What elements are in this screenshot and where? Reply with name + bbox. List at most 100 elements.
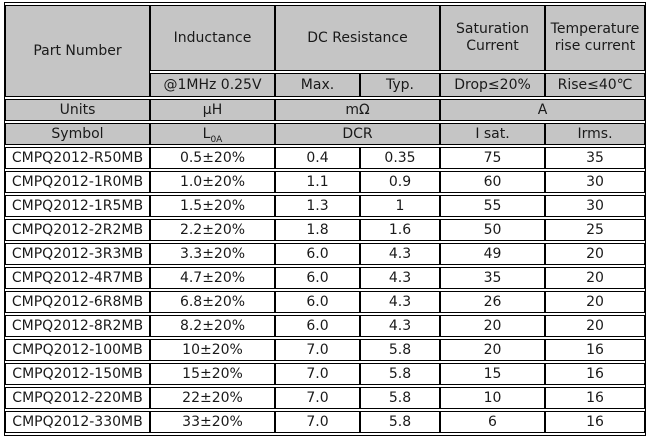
cell-rms-current: 20	[545, 315, 646, 337]
cell-part-number: CMPQ2012-150MB	[5, 363, 150, 385]
cell-dcr-max: 7.0	[275, 339, 360, 361]
cell-inductance: 1.0±20%	[150, 171, 275, 193]
units-inductance: μH	[150, 99, 275, 121]
table-row: CMPQ2012-220MB 22±20% 7.0 5.8 10 16	[5, 387, 646, 409]
cell-saturation-current: 15	[440, 363, 546, 385]
cell-rms-current: 25	[545, 219, 646, 241]
symbol-inductance-base: L	[202, 125, 211, 142]
cell-dcr-max: 6.0	[275, 243, 360, 265]
spec-table: Part Number Inductance DC Resistance Sat…	[4, 2, 647, 436]
cell-part-number: CMPQ2012-R50MB	[5, 147, 150, 169]
symbol-irms: Irms.	[545, 123, 646, 145]
table-row: CMPQ2012-2R2MB 2.2±20% 1.8 1.6 50 25	[5, 219, 646, 241]
cell-dcr-typ: 0.35	[360, 147, 441, 169]
table-row: CMPQ2012-4R7MB 4.7±20% 6.0 4.3 35 20	[5, 267, 646, 289]
cell-inductance: 8.2±20%	[150, 315, 275, 337]
cell-rms-current: 16	[545, 339, 646, 361]
cell-saturation-current: 10	[440, 387, 546, 409]
header-inductance: Inductance	[150, 5, 275, 71]
cell-saturation-current: 6	[440, 411, 546, 433]
cell-part-number: CMPQ2012-1R5MB	[5, 195, 150, 217]
cell-inductance: 4.7±20%	[150, 267, 275, 289]
cell-inductance: 22±20%	[150, 387, 275, 409]
cell-part-number: CMPQ2012-2R2MB	[5, 219, 150, 241]
cell-dcr-max: 1.1	[275, 171, 360, 193]
symbol-row: Symbol L0A DCR I sat. Irms.	[5, 123, 646, 145]
cell-rms-current: 35	[545, 147, 646, 169]
cell-saturation-current: 75	[440, 147, 546, 169]
cell-dcr-typ: 5.8	[360, 387, 441, 409]
header-temp-rise-condition: Rise≤40℃	[545, 73, 646, 97]
header-dc-typ: Typ.	[360, 73, 441, 97]
cell-dcr-max: 0.4	[275, 147, 360, 169]
cell-dcr-typ: 4.3	[360, 267, 441, 289]
cell-part-number: CMPQ2012-100MB	[5, 339, 150, 361]
cell-dcr-max: 7.0	[275, 411, 360, 433]
header-part-number: Part Number	[5, 5, 150, 97]
cell-rms-current: 20	[545, 267, 646, 289]
header-temp-rise-current: Temperature rise current	[545, 5, 646, 71]
cell-inductance: 2.2±20%	[150, 219, 275, 241]
units-current: A	[440, 99, 646, 121]
cell-dcr-max: 6.0	[275, 267, 360, 289]
cell-saturation-current: 49	[440, 243, 546, 265]
units-row: Units μH mΩ A	[5, 99, 646, 121]
cell-part-number: CMPQ2012-330MB	[5, 411, 150, 433]
cell-inductance: 1.5±20%	[150, 195, 275, 217]
cell-dcr-typ: 1	[360, 195, 441, 217]
cell-saturation-current: 55	[440, 195, 546, 217]
table-row: CMPQ2012-3R3MB 3.3±20% 6.0 4.3 49 20	[5, 243, 646, 265]
cell-rms-current: 30	[545, 195, 646, 217]
cell-inductance: 6.8±20%	[150, 291, 275, 313]
table-row: CMPQ2012-R50MB 0.5±20% 0.4 0.35 75 35	[5, 147, 646, 169]
cell-rms-current: 20	[545, 243, 646, 265]
cell-rms-current: 16	[545, 363, 646, 385]
table-row: CMPQ2012-150MB 15±20% 7.0 5.8 15 16	[5, 363, 646, 385]
cell-dcr-typ: 0.9	[360, 171, 441, 193]
cell-inductance: 15±20%	[150, 363, 275, 385]
cell-part-number: CMPQ2012-1R0MB	[5, 171, 150, 193]
cell-saturation-current: 60	[440, 171, 546, 193]
cell-dcr-max: 1.8	[275, 219, 360, 241]
cell-dcr-max: 7.0	[275, 363, 360, 385]
cell-saturation-current: 35	[440, 267, 546, 289]
cell-part-number: CMPQ2012-4R7MB	[5, 267, 150, 289]
header-row-top: Part Number Inductance DC Resistance Sat…	[5, 5, 646, 97]
cell-dcr-typ: 4.3	[360, 315, 441, 337]
symbol-inductance-subscript: 0A	[210, 134, 223, 145]
cell-dcr-typ: 4.3	[360, 243, 441, 265]
cell-part-number: CMPQ2012-8R2MB	[5, 315, 150, 337]
cell-dcr-max: 7.0	[275, 387, 360, 409]
cell-saturation-current: 20	[440, 339, 546, 361]
cell-dcr-typ: 1.6	[360, 219, 441, 241]
cell-dcr-typ: 5.8	[360, 411, 441, 433]
cell-rms-current: 16	[545, 411, 646, 433]
cell-part-number: CMPQ2012-6R8MB	[5, 291, 150, 313]
table-row: CMPQ2012-8R2MB 8.2±20% 6.0 4.3 20 20	[5, 315, 646, 337]
table-row: CMPQ2012-100MB 10±20% 7.0 5.8 20 16	[5, 339, 646, 361]
cell-dcr-max: 1.3	[275, 195, 360, 217]
cell-dcr-max: 6.0	[275, 315, 360, 337]
cell-inductance: 10±20%	[150, 339, 275, 361]
cell-rms-current: 30	[545, 171, 646, 193]
symbol-inductance: L0A	[150, 123, 275, 145]
cell-saturation-current: 26	[440, 291, 546, 313]
table-row: CMPQ2012-330MB 33±20% 7.0 5.8 6 16	[5, 411, 646, 433]
symbol-dcr: DCR	[275, 123, 441, 145]
symbol-isat: I sat.	[440, 123, 546, 145]
units-label: Units	[5, 99, 150, 121]
table-header: Part Number Inductance DC Resistance Sat…	[5, 5, 646, 145]
cell-dcr-typ: 4.3	[360, 291, 441, 313]
cell-dcr-max: 6.0	[275, 291, 360, 313]
cell-inductance: 33±20%	[150, 411, 275, 433]
header-saturation-condition: Drop≤20%	[440, 73, 546, 97]
table-row: CMPQ2012-1R0MB 1.0±20% 1.1 0.9 60 30	[5, 171, 646, 193]
cell-rms-current: 16	[545, 387, 646, 409]
cell-inductance: 0.5±20%	[150, 147, 275, 169]
cell-inductance: 3.3±20%	[150, 243, 275, 265]
header-dc-max: Max.	[275, 73, 360, 97]
cell-part-number: CMPQ2012-220MB	[5, 387, 150, 409]
units-dc-resistance: mΩ	[275, 99, 441, 121]
header-dc-resistance: DC Resistance	[275, 5, 441, 71]
